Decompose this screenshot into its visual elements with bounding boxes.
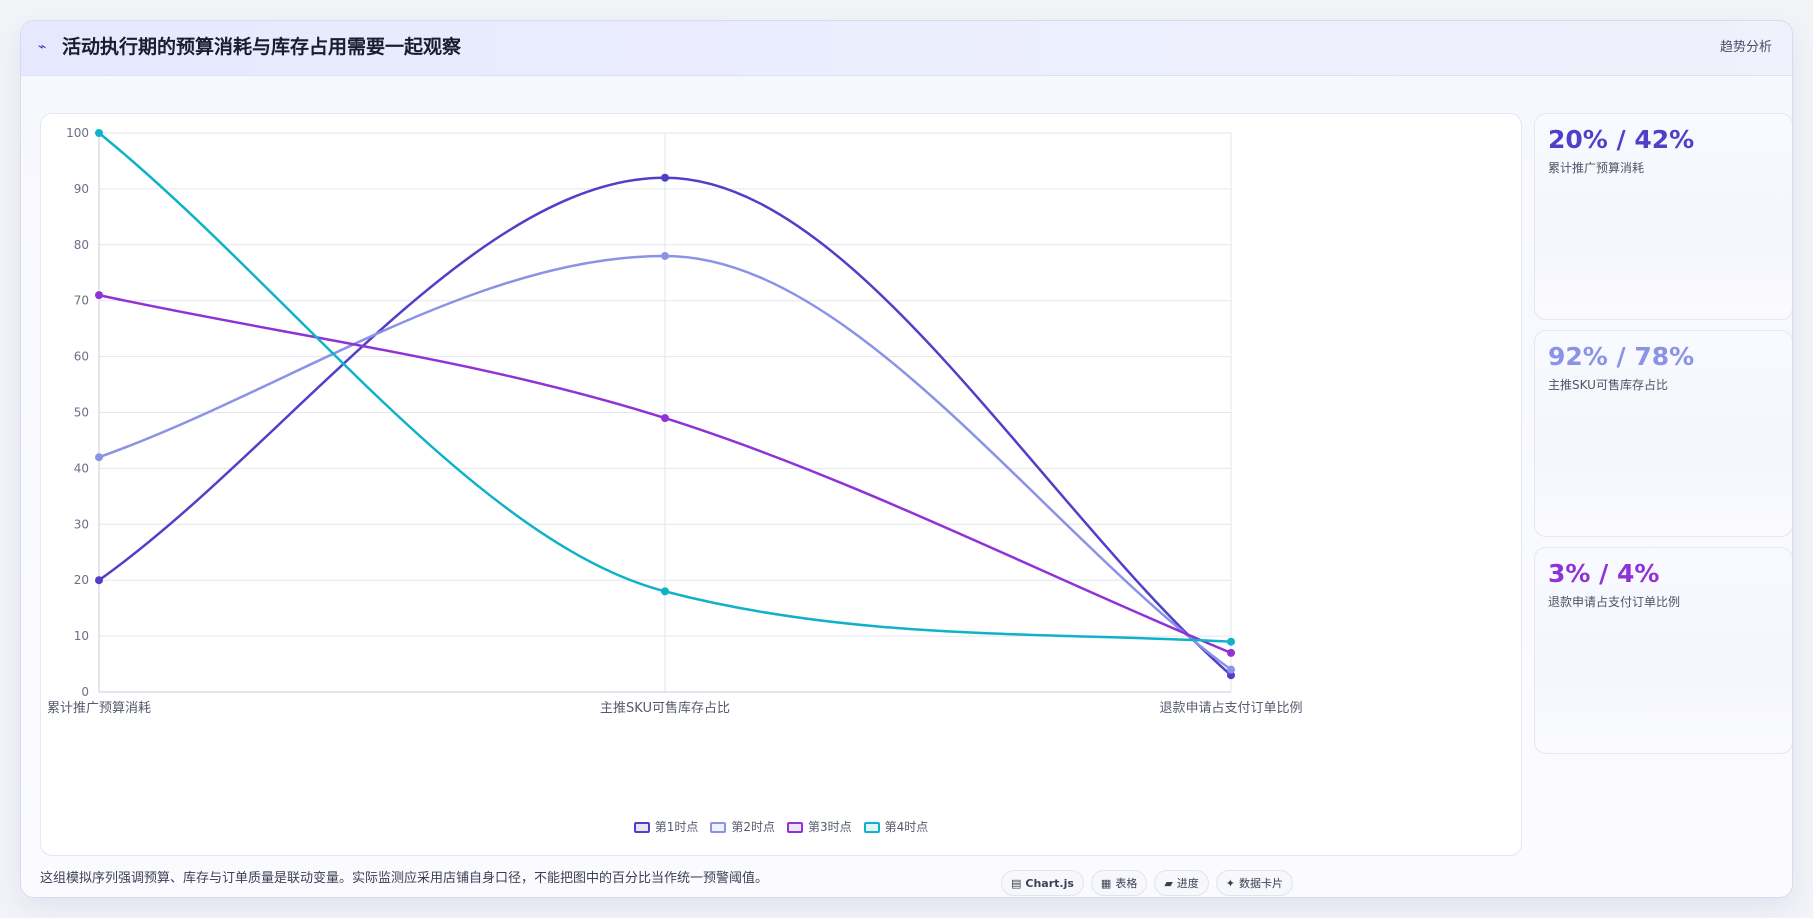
stat-value: 92% / 78% — [1548, 342, 1695, 371]
chart-card: ⌁ 活动执行期的预算消耗与库存占用需要一起观察 趋势分析 0 10 20 30 40 50… — [20, 20, 1793, 898]
y-tick-label: 20 — [74, 573, 89, 587]
series-line-4 — [98, 132, 1232, 643]
legend-swatch — [787, 821, 803, 833]
y-tick-label: 60 — [74, 350, 89, 364]
series-point-2 — [1227, 665, 1235, 674]
series-point-2 — [95, 453, 103, 462]
stat-value: 3% / 4% — [1548, 559, 1660, 588]
y-tick-label: 10 — [74, 629, 89, 643]
series-point-3 — [1227, 648, 1235, 657]
legend-swatch — [633, 821, 650, 833]
series-point-1 — [661, 173, 669, 182]
data-card-chip[interactable]: ✦ 数据卡片 — [1215, 870, 1294, 896]
legend-label: 第1时点 — [654, 820, 699, 834]
chartjs-chip[interactable]: ▤ Chart.js — [1001, 870, 1084, 896]
series-point-2 — [661, 251, 669, 260]
chart-panel: 0 10 20 30 40 50 60 70 80 90 100 累计推广预算消耗 主推SKU可售库存占… — [40, 113, 1522, 856]
chip-label: 数据卡片 — [1239, 877, 1284, 890]
legend-swatch — [863, 821, 880, 833]
chip-label: 进度 — [1176, 877, 1199, 890]
y-tick-label: 30 — [74, 517, 89, 531]
series-point-3 — [661, 414, 669, 423]
x-tick-label: 主推SKU可售库存占比 — [600, 700, 730, 716]
y-tick-label: 40 — [74, 461, 89, 475]
stat-card-budget: 20% / 42% 累计推广预算消耗 — [1534, 113, 1792, 320]
y-tick-label: 70 — [74, 294, 89, 308]
chart-legend: 第1时点 第2时点 第3时点 第4时点 — [41, 817, 1521, 837]
y-tick-label: 100 — [66, 126, 89, 140]
analysis-tag[interactable]: 趋势分析 — [1719, 40, 1772, 55]
series-point-4 — [661, 587, 669, 596]
stat-label: 累计推广预算消耗 — [1548, 161, 1645, 175]
series-point-4 — [95, 129, 103, 137]
legend-item-2[interactable]: 第2时点 — [710, 817, 775, 837]
legend-label: 第3时点 — [808, 820, 852, 834]
table-chip[interactable]: ▦ 表格 — [1090, 870, 1148, 896]
progress-chip[interactable]: ▰ 进度 — [1154, 870, 1209, 896]
series-line-2 — [98, 254, 1232, 671]
series-point-3 — [95, 291, 103, 300]
progress-icon: ▰ — [1164, 876, 1173, 890]
y-tick-label: 80 — [74, 238, 89, 252]
card-header: ⌁ 活动执行期的预算消耗与库存占用需要一起观察 趋势分析 — [21, 21, 1792, 76]
stat-label: 主推SKU可售库存占比 — [1548, 378, 1668, 392]
y-tick-label: 0 — [81, 685, 89, 699]
legend-swatch — [710, 821, 727, 833]
line-chart: 0 10 20 30 40 50 60 70 80 90 100 累计推广预算消耗 主推SKU可售库存占… — [47, 126, 1303, 716]
legend-item-3[interactable]: 第3时点 — [787, 817, 852, 837]
x-tick-label: 退款申请占支付订单比例 — [1159, 701, 1302, 716]
stat-label: 退款申请占支付订单比例 — [1548, 595, 1681, 609]
chip-label: 表格 — [1115, 877, 1138, 890]
stat-card-refund: 3% / 4% 退款申请占支付订单比例 — [1534, 547, 1792, 754]
stat-card-inventory: 92% / 78% 主推SKU可售库存占比 — [1534, 330, 1792, 537]
stat-value: 20% / 42% — [1548, 125, 1695, 154]
x-tick-label: 累计推广预算消耗 — [47, 701, 151, 716]
y-tick-label: 50 — [74, 406, 89, 420]
legend-label: 第2时点 — [731, 820, 775, 834]
chart-icon: ▤ — [1011, 876, 1022, 890]
trend-line-icon: ⌁ — [38, 39, 47, 55]
chip-label: Chart.js — [1025, 876, 1074, 890]
sparkle-icon: ✦ — [1225, 876, 1236, 890]
card-title: 活动执行期的预算消耗与库存占用需要一起观察 — [62, 36, 462, 58]
series-point-4 — [1227, 637, 1235, 646]
legend-item-1[interactable]: 第1时点 — [633, 817, 699, 837]
legend-label: 第4时点 — [884, 820, 929, 834]
table-icon: ▦ — [1100, 876, 1112, 890]
y-tick-label: 90 — [74, 182, 89, 196]
card-body: 0 10 20 30 40 50 60 70 80 90 100 累计推广预算消耗 主推SKU可售库存占… — [21, 76, 1792, 897]
legend-item-4[interactable]: 第4时点 — [863, 817, 929, 837]
footer-note: 这组模拟序列强调预算、库存与订单质量是联动变量。实际监测应采用店铺自身口径，不能… — [40, 871, 769, 886]
series-point-1 — [95, 576, 103, 585]
footer-tools: ▤ Chart.js ▦ 表格 ▰ 进度 ✦ 数据卡片 — [1001, 870, 1294, 896]
